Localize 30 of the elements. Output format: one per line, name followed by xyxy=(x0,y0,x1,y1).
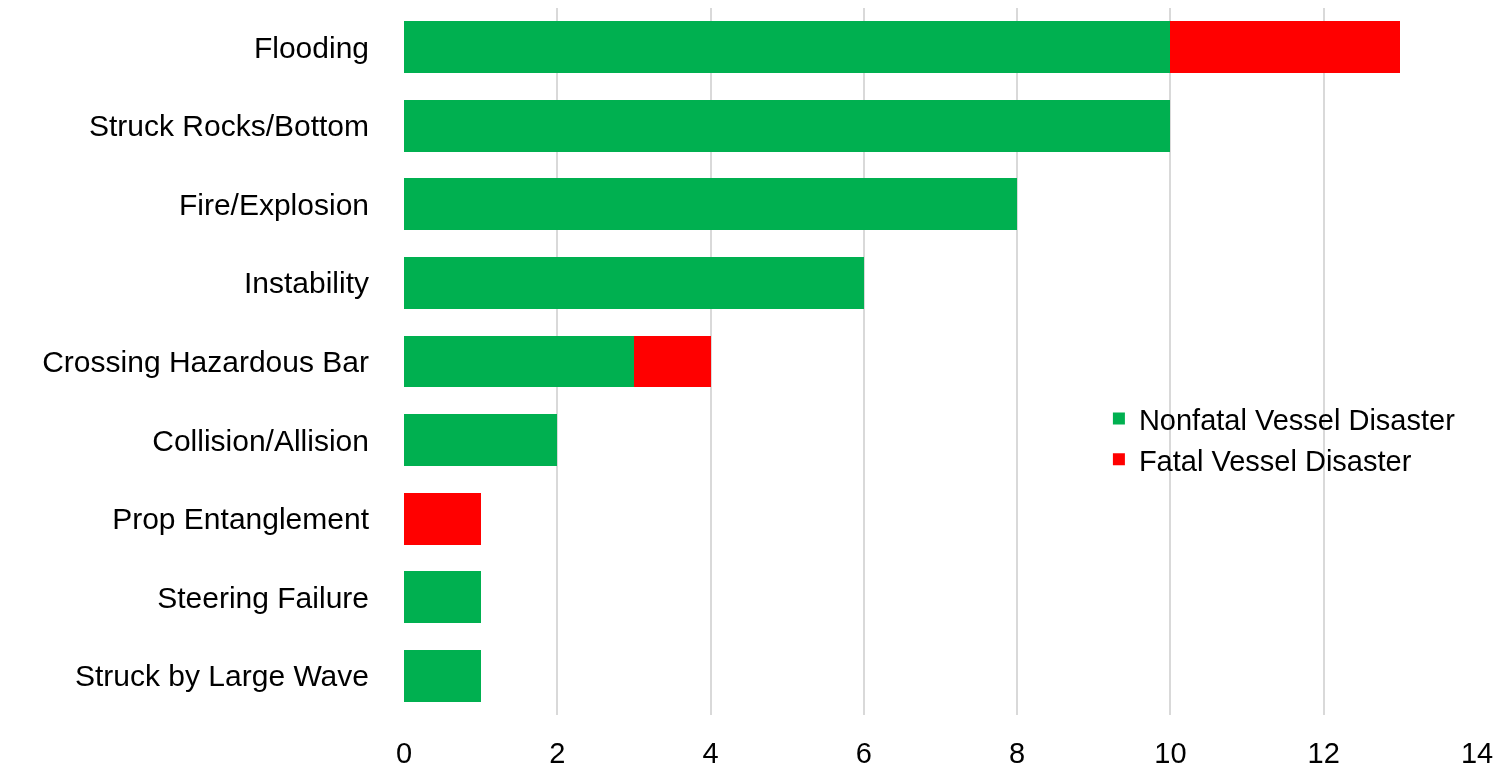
bar xyxy=(404,335,634,388)
legend-label: Nonfatal Vessel Disaster xyxy=(1138,403,1456,436)
bar xyxy=(404,571,481,624)
x-tick-label: 6 xyxy=(855,737,872,769)
legend-label: Fatal Vessel Disaster xyxy=(1138,444,1412,477)
y-tick-label: Fire/Explosion xyxy=(178,187,369,221)
x-tick-label: 14 xyxy=(1460,737,1494,769)
x-tick-label: 12 xyxy=(1307,737,1340,769)
y-tick-label: Steering Failure xyxy=(157,580,369,614)
x-tick-label: 10 xyxy=(1154,737,1187,769)
x-tick-label: 0 xyxy=(395,737,413,769)
y-tick-label: Instability xyxy=(243,266,369,300)
y-tick-label: Crossing Hazardous Bar xyxy=(42,345,369,378)
y-tick-label: Flooding xyxy=(253,30,369,64)
bar xyxy=(404,99,1171,152)
bar xyxy=(404,178,1018,231)
y-tick-label: Struck Rocks/Bottom xyxy=(88,109,369,143)
bar xyxy=(404,257,864,309)
y-tick-label: Collision/Allision xyxy=(152,423,369,457)
bar xyxy=(404,649,481,702)
bar xyxy=(404,492,481,545)
x-tick-label: 2 xyxy=(549,737,566,769)
y-tick-label: Prop Entanglement xyxy=(112,502,370,536)
y-tick-label: Struck by Large Wave xyxy=(74,659,369,693)
bar xyxy=(404,21,1171,74)
bar xyxy=(404,414,558,466)
x-tick-label: 4 xyxy=(702,737,719,769)
bar xyxy=(1170,21,1401,74)
x-tick-label: 8 xyxy=(1009,737,1026,769)
bar xyxy=(633,335,711,388)
